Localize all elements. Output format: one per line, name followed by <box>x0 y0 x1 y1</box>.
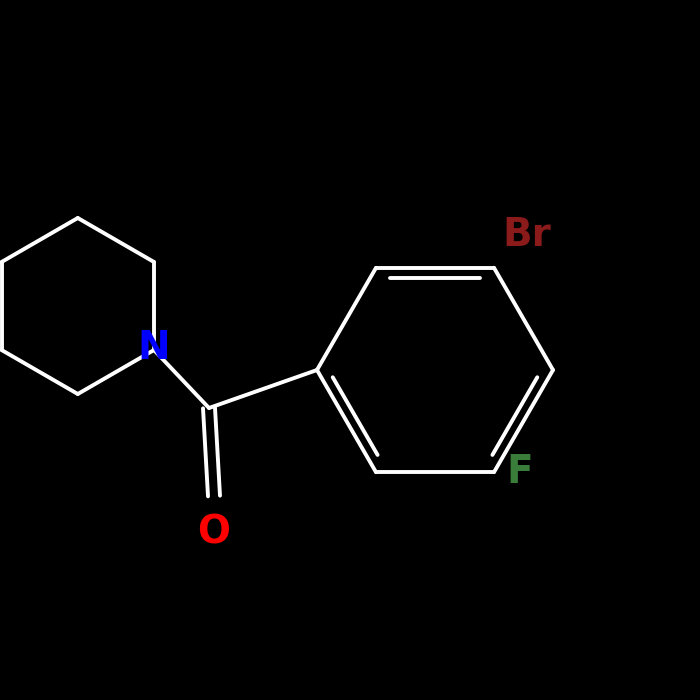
Text: F: F <box>506 453 533 491</box>
Text: N: N <box>138 329 170 367</box>
Text: O: O <box>197 514 230 552</box>
Text: Br: Br <box>502 216 551 254</box>
